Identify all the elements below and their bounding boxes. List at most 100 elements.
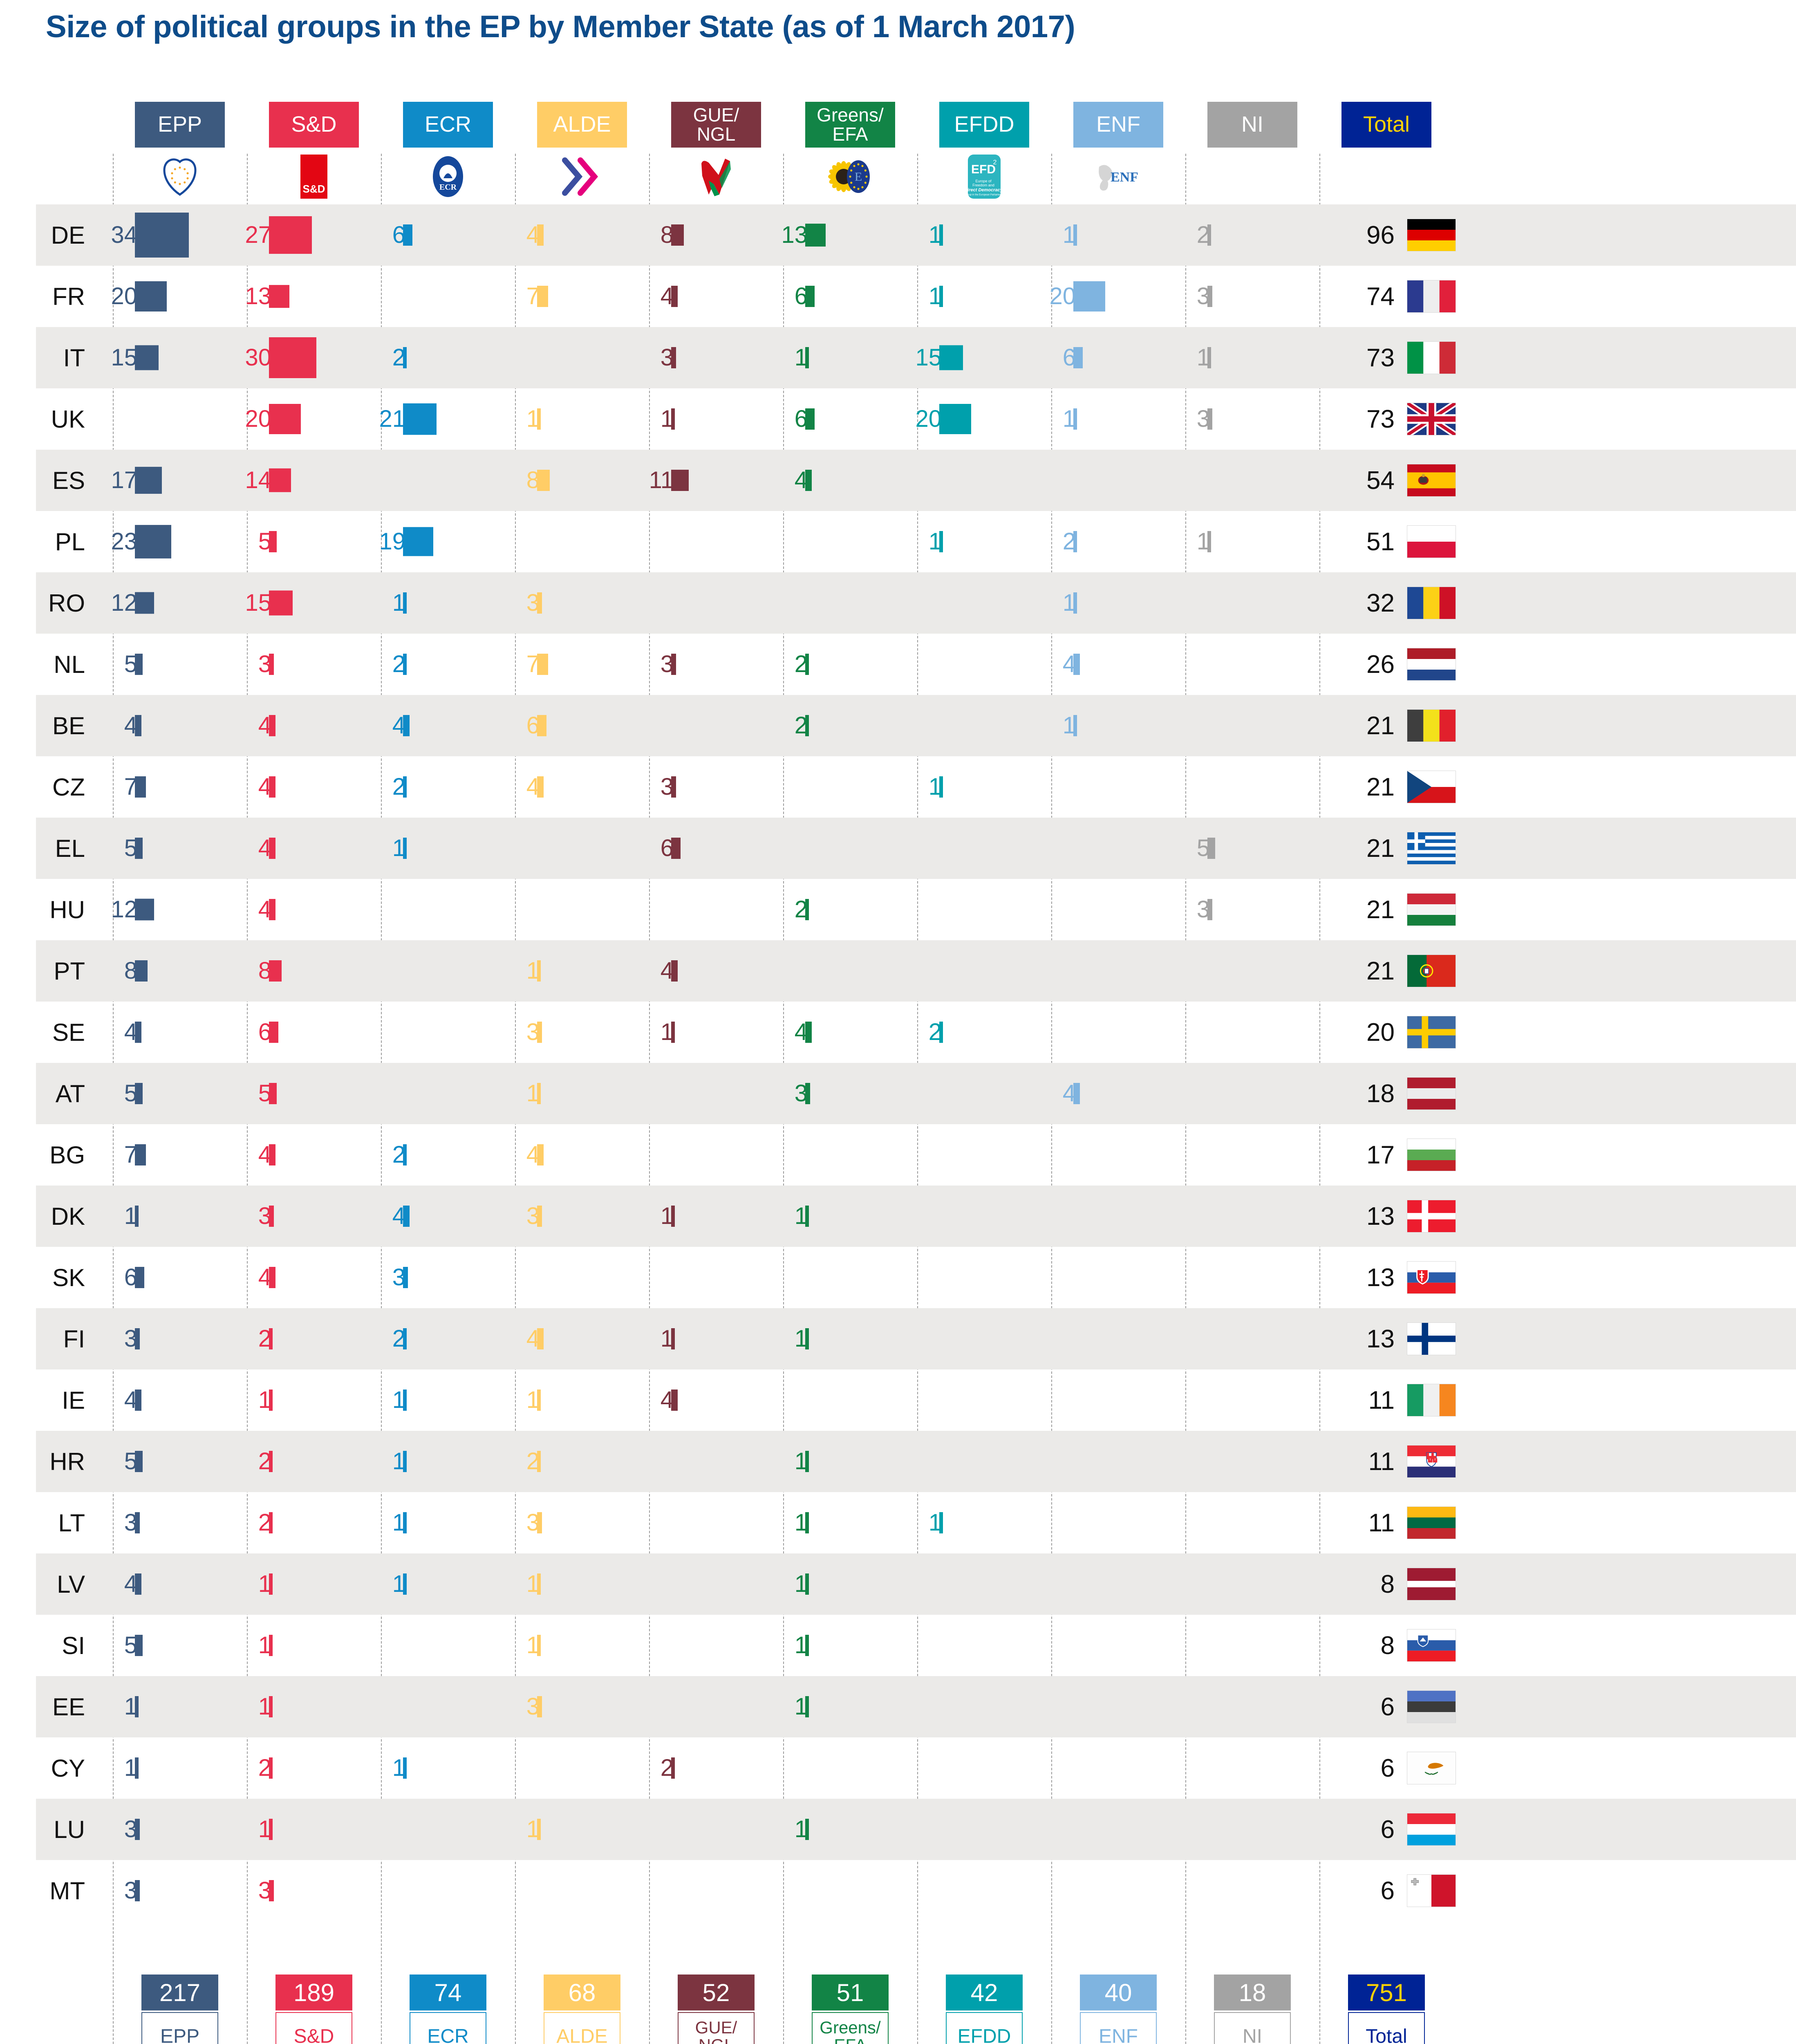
- seat-count: 1: [392, 1755, 405, 1781]
- seat-cell-epp: 5: [124, 1063, 225, 1124]
- seat-count: 1: [526, 406, 540, 432]
- seat-cell-sd: 4: [258, 1124, 359, 1186]
- seat-count: 8: [258, 957, 271, 984]
- column-header-epp: EPP: [135, 102, 225, 148]
- seat-cell-guengl: 3: [661, 327, 761, 388]
- seat-bar: [537, 286, 548, 307]
- seat-cell-guengl: 4: [661, 940, 761, 1002]
- seat-count: 2: [660, 1755, 674, 1781]
- group-name-greens: Greens/EFA: [812, 2012, 889, 2044]
- member-state-code: EL: [55, 834, 85, 862]
- seat-cell-greens: 4: [795, 450, 895, 511]
- row-total: 18: [1366, 1079, 1395, 1108]
- column-header-ni: NI: [1207, 102, 1297, 148]
- seat-count: 13: [245, 283, 271, 309]
- seat-count: 1: [124, 1203, 137, 1229]
- group-name-enf: ENF: [1080, 2012, 1157, 2044]
- seat-cell-epp: 34: [111, 204, 225, 266]
- seat-count: 1: [526, 1816, 540, 1842]
- row-total: 6: [1380, 1692, 1395, 1721]
- greens-logo: E: [805, 154, 895, 199]
- row-total: 54: [1366, 466, 1395, 495]
- seat-bar: [135, 838, 143, 859]
- seat-bar: [269, 590, 293, 616]
- table-row: NL 5 3 2 7 3 2 4 26: [36, 634, 1796, 695]
- row-total: 8: [1380, 1570, 1395, 1598]
- svg-text:2: 2: [993, 159, 997, 166]
- seat-cell-alde: 7: [526, 634, 627, 695]
- flag-pt: [1407, 940, 1464, 1002]
- seat-count: 3: [1196, 406, 1210, 432]
- seat-bar: [537, 592, 542, 614]
- flag-es: [1407, 450, 1464, 511]
- seat-count: 8: [526, 467, 540, 493]
- seat-cell-epp: 7: [124, 756, 225, 818]
- seat-cell-ecr: 2: [392, 756, 493, 818]
- seat-cell-sd: 4: [258, 756, 359, 818]
- seat-cell-sd: 1: [258, 1615, 359, 1676]
- member-state-code: DK: [51, 1202, 85, 1230]
- seat-cell-epp: 5: [124, 818, 225, 879]
- seat-bar: [1073, 347, 1083, 368]
- seat-count: 6: [1062, 344, 1076, 371]
- seat-count: 7: [124, 773, 137, 800]
- seat-count: 4: [258, 1264, 271, 1291]
- seat-count: 1: [526, 957, 540, 984]
- seat-count: 2: [258, 1509, 271, 1536]
- seat-cell-greens: 13: [781, 204, 895, 266]
- table-row: PT 8 8 1 4 21: [36, 940, 1796, 1002]
- seat-count: 2: [526, 1448, 540, 1475]
- seat-bar: [537, 1206, 542, 1227]
- seat-cell-ecr: 1: [392, 1492, 493, 1553]
- table-row: DK 1 3 4 3 1 1 13: [36, 1186, 1796, 1247]
- seat-count: 6: [794, 406, 808, 432]
- seat-count: 4: [526, 1141, 540, 1168]
- flag-lt: [1407, 1492, 1464, 1553]
- seat-cell-ecr: 2: [392, 327, 493, 388]
- seat-count: 4: [124, 1019, 137, 1045]
- seat-bar: [403, 1328, 407, 1349]
- seat-bar: [135, 960, 148, 982]
- seat-cell-greens: 2: [795, 634, 895, 695]
- seat-count: 3: [526, 589, 540, 616]
- seat-count: 4: [124, 1387, 137, 1413]
- seat-bar: [671, 776, 676, 798]
- seat-count: 20: [915, 406, 942, 432]
- seat-count: 4: [526, 773, 540, 800]
- seat-count: 2: [392, 344, 405, 371]
- seat-bar: [135, 525, 171, 558]
- seat-cell-ecr: 2: [392, 1308, 493, 1369]
- seat-count: 4: [258, 835, 271, 861]
- seat-count: 2: [794, 712, 808, 739]
- seat-cell-epp: 3: [124, 1308, 225, 1369]
- seat-bar: [671, 1757, 675, 1779]
- seat-cell-enf: 6: [1063, 327, 1163, 388]
- seat-count: 4: [124, 1571, 137, 1597]
- seat-cell-alde: 3: [526, 1002, 627, 1063]
- seat-count: 3: [258, 1203, 271, 1229]
- seat-bar: [1207, 899, 1212, 920]
- seat-cell-guengl: 3: [661, 756, 761, 818]
- seat-bar: [135, 776, 146, 798]
- seat-bar: [403, 1512, 407, 1533]
- seat-cell-efdd: 15: [915, 327, 1029, 388]
- seat-cell-sd: 27: [245, 204, 359, 266]
- seat-bar: [135, 1512, 140, 1533]
- seat-cell-epp: 1: [124, 1676, 225, 1737]
- seat-bar: [135, 1573, 141, 1595]
- seat-cell-guengl: 1: [661, 388, 761, 450]
- column-header-guengl: GUE/NGL: [671, 102, 761, 148]
- seat-count: 1: [392, 1509, 405, 1536]
- seat-count: 1: [660, 1019, 674, 1045]
- seat-cell-epp: 15: [111, 327, 225, 388]
- seat-bar: [805, 1819, 809, 1840]
- seat-cell-guengl: 4: [661, 1369, 761, 1431]
- seat-bar: [1207, 347, 1211, 368]
- seat-count: 1: [526, 1632, 540, 1659]
- seat-bar: [671, 347, 676, 368]
- seat-bar: [135, 345, 159, 370]
- seat-count: 1: [526, 1387, 540, 1413]
- table-row: BG 7 4 2 4 17: [36, 1124, 1796, 1186]
- seat-cell-alde: 3: [526, 1492, 627, 1553]
